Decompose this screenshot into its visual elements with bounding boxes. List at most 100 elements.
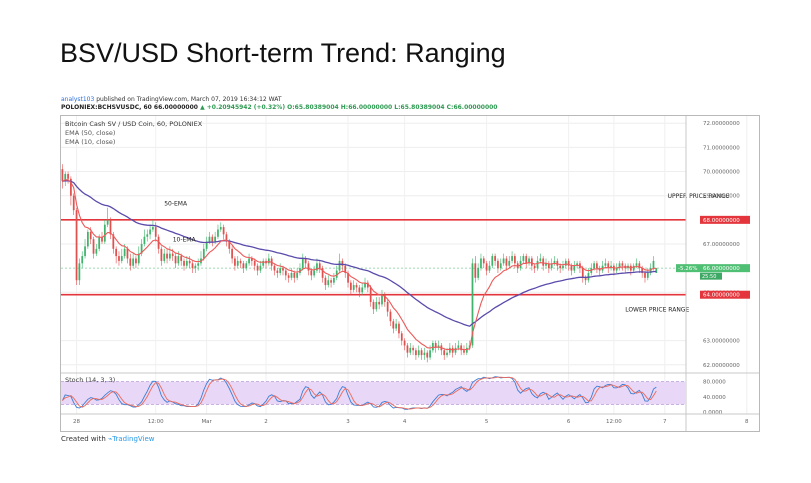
candle (547, 263, 550, 269)
candle (499, 263, 502, 269)
candle (584, 277, 587, 281)
level-price-tag (700, 290, 750, 299)
candle (505, 258, 508, 266)
candle (120, 256, 123, 261)
publisher-user-link[interactable]: analyst103 (61, 96, 95, 103)
candle (248, 258, 250, 264)
candle (101, 236, 103, 242)
candle (112, 234, 115, 249)
candle (330, 280, 332, 283)
x-tick-label: Mar (201, 419, 212, 425)
candle (618, 263, 621, 269)
ema50-line (62, 180, 657, 327)
x-tick-label: 4 (403, 419, 407, 425)
candle (514, 256, 516, 264)
candle (508, 260, 511, 266)
level-price-label: 64.00000000 (703, 293, 740, 299)
candle (335, 270, 338, 278)
candle (434, 343, 437, 348)
candle (604, 263, 607, 266)
candle (491, 256, 494, 266)
ohlc-values: O:65.80389004 H:66.00000000 L:65.8038900… (287, 104, 498, 111)
candle (341, 260, 344, 266)
candle (364, 282, 366, 288)
candle (352, 285, 355, 290)
candle (169, 253, 171, 259)
candle (279, 268, 282, 273)
candle (378, 301, 381, 305)
legend-symbol: Bitcoin Cash SV / USD Coin, 60, POLONIEX (65, 120, 203, 128)
candle (282, 268, 284, 271)
footer-brand-link[interactable]: TradingView (112, 435, 155, 443)
candle (166, 253, 168, 259)
candle (163, 253, 166, 261)
candle (646, 272, 649, 278)
candle (349, 282, 352, 290)
candle (460, 345, 463, 351)
countdown-tag (700, 272, 722, 280)
candle (324, 277, 327, 286)
candle (596, 263, 598, 269)
candle (194, 265, 197, 269)
candle (542, 258, 545, 266)
candle (533, 265, 536, 269)
candle (299, 268, 301, 273)
candle (381, 294, 383, 305)
candle (171, 253, 174, 257)
candle (497, 260, 499, 269)
candle (234, 258, 236, 266)
candle (652, 260, 655, 269)
candle (149, 229, 151, 235)
x-tick-label: 8 (745, 419, 749, 425)
candle (109, 219, 112, 235)
candle (318, 263, 321, 269)
annotation-label: UPPER PRICE RANGE (668, 193, 730, 200)
candle (573, 265, 576, 271)
candle (208, 236, 211, 242)
candle (217, 229, 219, 237)
candle (463, 350, 465, 353)
candle (417, 350, 420, 356)
candle (123, 248, 126, 257)
candle (358, 287, 361, 293)
candle (287, 275, 290, 278)
candle (84, 246, 86, 257)
page-title: BSV/USD Short-term Trend: Ranging (60, 38, 506, 68)
candle (146, 234, 149, 237)
candle (409, 347, 412, 353)
candle (135, 258, 137, 264)
candle (86, 231, 89, 247)
candle (553, 260, 556, 264)
candle (528, 258, 530, 264)
stoch-legend: Stoch (14, 3, 3) (65, 376, 115, 384)
candle (564, 260, 567, 266)
candle (366, 282, 369, 288)
annotation-label: 10-EMA (173, 237, 197, 244)
candle (641, 268, 644, 273)
candle (202, 248, 205, 259)
candle (273, 265, 276, 271)
candle (267, 258, 270, 264)
level-price-label: 68.00000000 (703, 218, 740, 224)
price-chart[interactable]: 50-EMA 10-EMA UPPER PRICE RANGE LOWER PRICE… (61, 116, 759, 431)
x-tick-label: 12:00 (606, 419, 622, 425)
candle (338, 260, 341, 271)
candle (78, 263, 81, 281)
candle (276, 270, 279, 273)
countdown-label: 25:50 (702, 274, 716, 280)
candle (576, 263, 578, 266)
candle (559, 265, 562, 269)
ohlc-change: ▲ +0.20945942 (+0.32%) (200, 104, 286, 111)
candle (157, 236, 160, 249)
legend-ema50: EMA (50, close) (65, 129, 115, 137)
candle (143, 236, 146, 244)
candle (219, 227, 222, 230)
y-tick-label: 63.00000000 (703, 339, 740, 345)
candle (423, 352, 426, 356)
candle (644, 272, 646, 278)
candle (256, 265, 259, 271)
ohlc-line: POLONIEX:BCHSVUSDC, 60 66.00000000 ▲ +0.… (61, 104, 497, 111)
candle (98, 236, 101, 249)
candle (316, 263, 318, 271)
candle (525, 256, 528, 264)
